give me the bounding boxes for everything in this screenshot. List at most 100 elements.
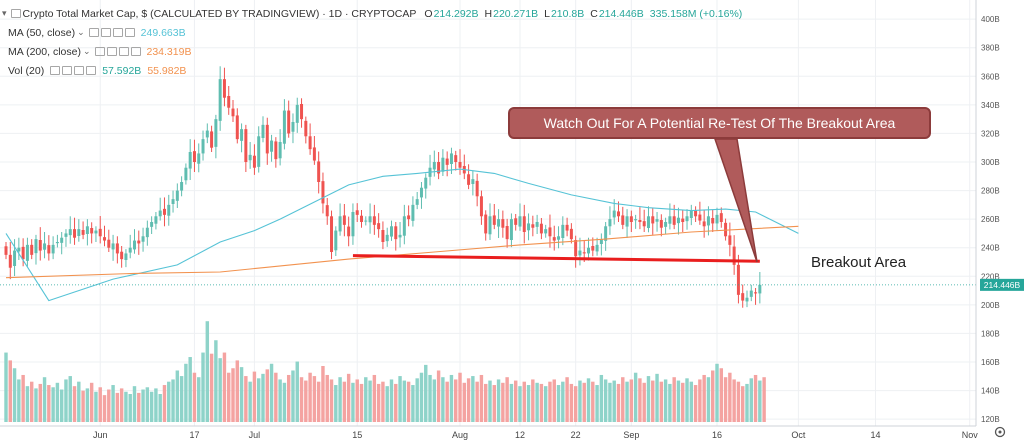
breakout-line bbox=[352, 254, 760, 263]
candle-body bbox=[308, 136, 312, 150]
candle-body bbox=[527, 223, 531, 231]
collapse-icon[interactable]: ▾ bbox=[2, 8, 7, 18]
chevron-down-icon[interactable]: ⌄ bbox=[77, 27, 85, 37]
chevron-down-icon[interactable]: ⌄ bbox=[82, 46, 91, 56]
candle bbox=[505, 218, 509, 248]
candle bbox=[694, 206, 698, 222]
candle-body bbox=[595, 244, 599, 252]
candle bbox=[90, 222, 94, 244]
candle bbox=[8, 242, 12, 280]
candle-body bbox=[73, 229, 77, 238]
settings-gear-icon[interactable] bbox=[994, 426, 1006, 438]
more-icon[interactable] bbox=[124, 28, 135, 37]
eye-icon[interactable] bbox=[88, 28, 99, 37]
candle-body bbox=[728, 235, 732, 245]
candle-body bbox=[501, 219, 505, 228]
candle bbox=[201, 130, 205, 161]
candle-body bbox=[749, 290, 753, 297]
volume-bar bbox=[535, 382, 539, 422]
candle-body bbox=[638, 220, 642, 222]
candle-body bbox=[188, 152, 192, 169]
candle-body bbox=[64, 233, 68, 237]
candle-body bbox=[261, 124, 265, 138]
candle-body bbox=[651, 216, 655, 224]
candle-body bbox=[257, 136, 261, 167]
volume-bar bbox=[338, 377, 342, 422]
more-icon[interactable] bbox=[130, 47, 141, 56]
candle-body bbox=[612, 210, 616, 218]
candle-body bbox=[561, 224, 565, 238]
candle-body bbox=[629, 216, 633, 222]
volume-bar bbox=[308, 372, 312, 422]
candle-body bbox=[124, 253, 128, 260]
candle-body bbox=[599, 239, 603, 244]
candle bbox=[64, 229, 68, 247]
volume-bar bbox=[89, 382, 94, 422]
candle bbox=[347, 216, 351, 247]
more-icon[interactable] bbox=[86, 66, 97, 75]
volume-bar bbox=[651, 380, 655, 422]
volume-bar bbox=[197, 377, 201, 422]
indicator-ma50[interactable]: MA (50, close) ⌄ 249.663B bbox=[0, 23, 748, 42]
candle-body bbox=[60, 237, 64, 243]
close-icon[interactable] bbox=[112, 28, 123, 37]
volume-bar bbox=[681, 382, 685, 422]
candle bbox=[719, 207, 723, 228]
volume-bar bbox=[638, 378, 642, 422]
volume-bar bbox=[372, 374, 377, 422]
candle-body bbox=[287, 110, 291, 134]
close-icon[interactable] bbox=[118, 47, 129, 56]
candle bbox=[180, 176, 184, 197]
volume-bar bbox=[261, 373, 265, 422]
candle-body bbox=[282, 110, 286, 144]
volume-bar bbox=[436, 370, 441, 422]
volume-bar bbox=[59, 389, 64, 422]
volume-bar bbox=[282, 382, 287, 422]
candle-body bbox=[312, 147, 316, 161]
candle-body bbox=[132, 240, 136, 250]
candle bbox=[531, 215, 535, 237]
eye-icon[interactable] bbox=[50, 66, 61, 75]
candle bbox=[132, 229, 136, 254]
time-axis[interactable]: Jun 17 Jul 15 Aug 12 22 Sep 16 Oct 14 Nov bbox=[0, 425, 978, 440]
volume-bar bbox=[192, 372, 197, 422]
volume-bar bbox=[77, 381, 81, 422]
candle-body bbox=[180, 182, 184, 191]
candle-body bbox=[381, 230, 385, 242]
price-axis[interactable]: 120B 140B 160B 180B 200B 220B 240B 260B 280B 300B… bbox=[975, 0, 1000, 426]
gear-icon[interactable] bbox=[62, 66, 73, 75]
gear-icon[interactable] bbox=[106, 47, 117, 56]
candle-body bbox=[205, 130, 209, 138]
candle-body bbox=[475, 180, 479, 197]
candle bbox=[351, 203, 355, 245]
volume-bar bbox=[723, 377, 728, 422]
volume-bar bbox=[278, 379, 282, 422]
candle bbox=[51, 236, 55, 260]
volume-bar bbox=[612, 380, 616, 422]
candle-body bbox=[34, 239, 38, 254]
candle bbox=[240, 123, 244, 153]
volume-bar bbox=[17, 379, 21, 422]
close-icon[interactable] bbox=[74, 66, 85, 75]
candle bbox=[73, 217, 77, 245]
candle bbox=[462, 154, 466, 180]
indicator-volume[interactable]: Vol (20) 57.592B 55.982B bbox=[0, 61, 748, 80]
price-tick-label: 200B bbox=[981, 301, 1000, 310]
time-tick-label: 17 bbox=[189, 430, 199, 440]
eye-icon[interactable] bbox=[94, 47, 105, 56]
candle-body bbox=[360, 215, 364, 222]
indicator-ma200[interactable]: MA (200, close) ⌄ 234.319B bbox=[0, 42, 748, 61]
candle-body bbox=[325, 205, 329, 217]
candle-body bbox=[702, 221, 706, 227]
volume-bar bbox=[34, 388, 38, 422]
candle-body bbox=[676, 217, 680, 224]
volume-bar bbox=[629, 379, 634, 422]
candle bbox=[317, 151, 321, 194]
candle-body bbox=[565, 224, 569, 231]
candle bbox=[364, 216, 368, 226]
candle-body bbox=[175, 190, 179, 201]
gear-icon[interactable] bbox=[100, 28, 111, 37]
candle-body bbox=[347, 226, 351, 237]
candle-body bbox=[582, 252, 586, 254]
